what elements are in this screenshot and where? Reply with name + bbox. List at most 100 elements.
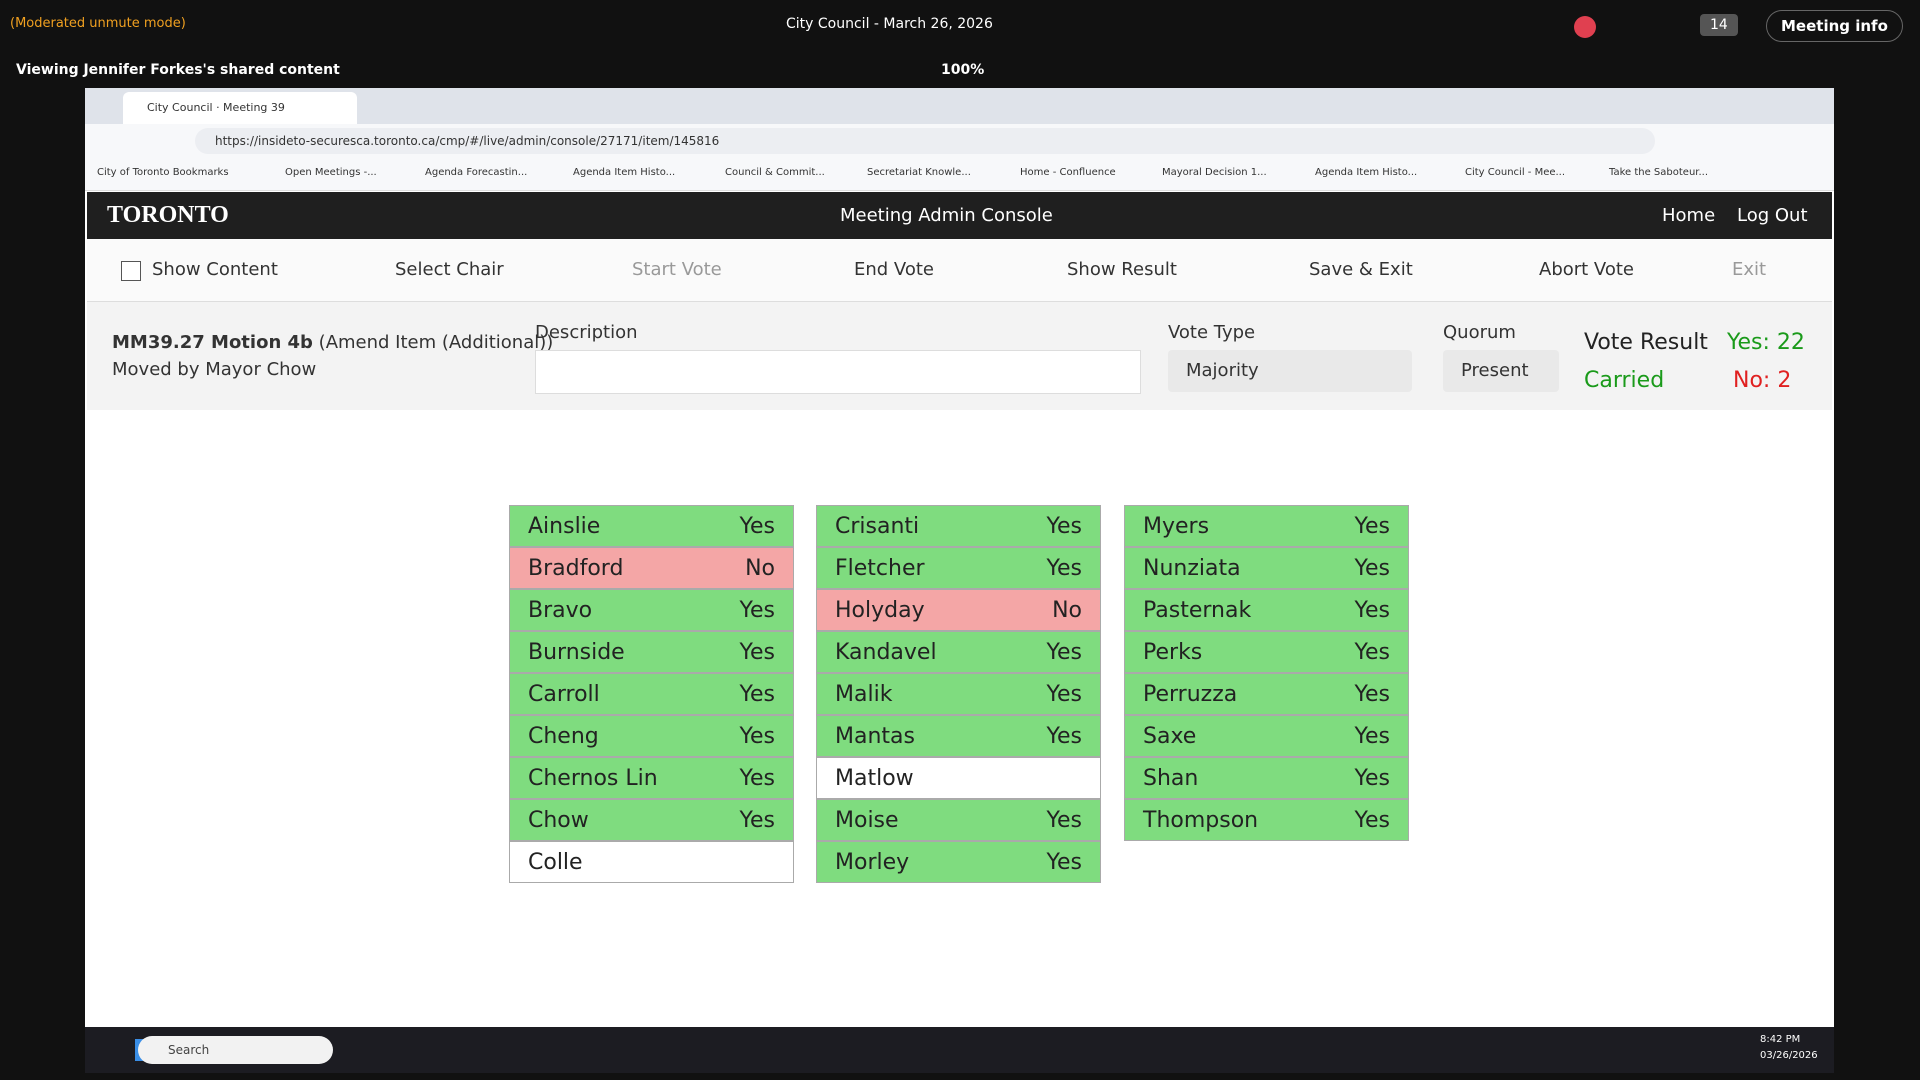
meeting-info[interactable]: Meeting info <box>1766 10 1903 42</box>
item-kind: (Amend Item (Additional)) <box>318 332 554 353</box>
item-title: MM39.27 Motion 4b (Amend Item (Additiona… <box>112 332 553 353</box>
member-name: Burnside <box>528 640 625 665</box>
zoom[interactable]: 100% <box>941 62 985 78</box>
bookmark[interactable]: Secretariat Knowle... <box>867 167 971 178</box>
vote-row: Perruzza Yes <box>1124 673 1409 715</box>
vote: Yes <box>739 640 775 665</box>
vote: Yes <box>1354 682 1390 707</box>
member-name: Chernos Lin <box>528 766 658 791</box>
vote-row: Myers Yes <box>1124 505 1409 547</box>
label: Quorum <box>1443 322 1516 343</box>
bookmark[interactable]: Agenda Item Histo... <box>573 167 676 178</box>
toolbar-button[interactable]: End Vote <box>854 259 934 280</box>
toolbar-button[interactable]: Show Result <box>1067 259 1177 280</box>
moved-by: Moved by Mayor Chow <box>112 359 317 380</box>
member-name: Thompson <box>1143 808 1259 833</box>
bookmark[interactable]: Council & Commit... <box>725 167 825 178</box>
tab[interactable]: City Council · Meeting 39 <box>123 92 357 124</box>
checkbox[interactable] <box>121 261 141 281</box>
bookmark[interactable]: Take the Saboteur... <box>1609 167 1709 178</box>
member-name: Colle <box>528 850 583 875</box>
app-header: TORONTO Meeting Admin Console Home Log O… <box>87 192 1832 239</box>
no-count: No: 2 <box>1733 368 1792 393</box>
yes-count: Yes: 22 <box>1727 330 1805 355</box>
member-name: Shan <box>1143 766 1199 791</box>
member-name: Morley <box>835 850 910 875</box>
vote: Yes <box>1354 640 1390 665</box>
label: Description <box>535 322 638 343</box>
time: 8:42 PM <box>1760 1034 1801 1045</box>
vote: Yes <box>739 598 775 623</box>
vote: Yes <box>1046 808 1082 833</box>
member-name: Moise <box>835 808 899 833</box>
nav-link[interactable]: Log Out <box>1737 205 1808 226</box>
vote-row: Colle <box>509 841 794 883</box>
vote-row: Saxe Yes <box>1124 715 1409 757</box>
vote-row: Ainslie Yes <box>509 505 794 547</box>
vote-row: Carroll Yes <box>509 673 794 715</box>
member-name: Saxe <box>1143 724 1197 749</box>
quorum-select[interactable]: Present <box>1443 350 1559 392</box>
vote: Yes <box>739 724 775 749</box>
record-icon[interactable] <box>1574 16 1596 38</box>
vote: No <box>745 556 775 581</box>
member-name: Kandavel <box>835 640 937 665</box>
vote-row: Cheng Yes <box>509 715 794 757</box>
vote-row: Thompson Yes <box>1124 799 1409 841</box>
vote: Yes <box>1046 556 1082 581</box>
bookmark[interactable]: Agenda Item Histo... <box>1315 167 1418 178</box>
vote: Yes <box>739 766 775 791</box>
bookmark[interactable]: Home - Confluence <box>1020 167 1116 178</box>
search[interactable]: Search <box>138 1036 333 1064</box>
vote-row: Shan Yes <box>1124 757 1409 799</box>
vote: Yes <box>1354 724 1390 749</box>
bookmark[interactable]: City of Toronto Bookmarks <box>97 167 229 178</box>
toolbar-button[interactable]: Start Vote <box>632 259 722 280</box>
vote-row: Kandavel Yes <box>816 631 1101 673</box>
bookmark[interactable]: City Council - Mee... <box>1465 167 1566 178</box>
participants[interactable]: 14 <box>1700 14 1738 36</box>
member-name: Carroll <box>528 682 600 707</box>
vote-row: Fletcher Yes <box>816 547 1101 589</box>
vote-type-select[interactable]: Majority <box>1168 350 1412 392</box>
vote: Yes <box>739 514 775 539</box>
vote-row: Matlow <box>816 757 1101 799</box>
member-name: Malik <box>835 682 893 707</box>
vote: Yes <box>1354 766 1390 791</box>
bookmark[interactable]: Agenda Forecastin... <box>425 167 528 178</box>
vote-row: Malik Yes <box>816 673 1101 715</box>
label: Vote Type <box>1168 322 1256 343</box>
bookmark[interactable]: Open Meetings -... <box>285 167 377 178</box>
vote: No <box>1052 598 1082 623</box>
bookmark[interactable]: Mayoral Decision 1... <box>1162 167 1267 178</box>
member-name: Chow <box>528 808 589 833</box>
result: Carried <box>1584 368 1665 393</box>
description-input[interactable] <box>535 350 1141 394</box>
url[interactable]: https://insideto-securesca.toronto.ca/cm… <box>195 128 1655 154</box>
member-name: Perruzza <box>1143 682 1238 707</box>
vote: Yes <box>1046 724 1082 749</box>
toolbar-button[interactable]: Exit <box>1732 259 1767 280</box>
member-name: Fletcher <box>835 556 925 581</box>
toolbar-button[interactable]: Abort Vote <box>1539 259 1634 280</box>
toolbar-button[interactable]: Save & Exit <box>1309 259 1413 280</box>
toolbar: Show Content Select Chair Start Vote End Vo… <box>87 239 1832 302</box>
member-name: Myers <box>1143 514 1210 539</box>
member-name: Matlow <box>835 766 914 791</box>
toolbar-button[interactable]: Select Chair <box>395 259 504 280</box>
vote-row: Chernos Lin Yes <box>509 757 794 799</box>
toolbar-button[interactable]: Show Content <box>152 259 278 280</box>
vote: Yes <box>1354 808 1390 833</box>
vote-row: Holyday No <box>816 589 1101 631</box>
vote: Yes <box>1046 640 1082 665</box>
member-name: Crisanti <box>835 514 920 539</box>
vote-row: Pasternak Yes <box>1124 589 1409 631</box>
logo: TORONTO <box>107 202 229 228</box>
vote-row: Bradford No <box>509 547 794 589</box>
vote-row: Mantas Yes <box>816 715 1101 757</box>
vote-row: Perks Yes <box>1124 631 1409 673</box>
member-name: Perks <box>1143 640 1203 665</box>
nav-link[interactable]: Home <box>1662 205 1716 226</box>
member-name: Cheng <box>528 724 599 749</box>
